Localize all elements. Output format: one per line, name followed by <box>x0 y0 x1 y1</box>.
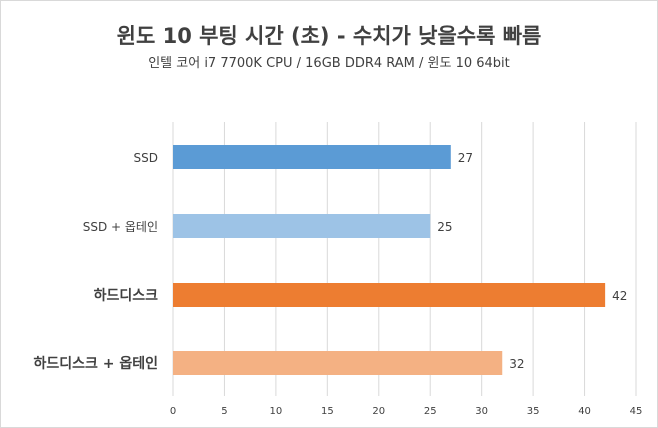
data-label: 25 <box>437 220 452 234</box>
category-label: SSD <box>134 151 158 165</box>
data-label: 32 <box>509 357 524 371</box>
bar <box>173 145 451 169</box>
x-tick-label: 30 <box>475 406 488 417</box>
bar <box>173 214 431 238</box>
data-label: 42 <box>612 289 627 303</box>
category-label: SSD + 옵테인 <box>83 220 158 234</box>
chart-subtitle: 인텔 코어 i7 7700K CPU / 16GB DDR4 RAM / 윈도 … <box>148 56 510 71</box>
x-tick-label: 5 <box>221 406 227 417</box>
x-tick-label: 40 <box>578 406 591 417</box>
x-tick-label: 45 <box>630 406 643 417</box>
category-label: 하드디스크 <box>94 287 159 304</box>
category-label: 하드디스크 + 옵테인 <box>33 355 158 372</box>
bar <box>173 351 503 375</box>
bar <box>173 283 606 307</box>
x-tick-label: 15 <box>321 406 334 417</box>
x-tick-label: 25 <box>424 406 437 417</box>
x-tick-label: 0 <box>170 406 176 417</box>
chart-title: 윈도 10 부팅 시간 (초) - 수치가 낮을수록 빠름 <box>116 24 542 48</box>
x-tick-label: 20 <box>372 406 385 417</box>
data-label: 27 <box>458 151 473 165</box>
x-tick-label: 35 <box>527 406 540 417</box>
x-tick-label: 10 <box>270 406 283 417</box>
